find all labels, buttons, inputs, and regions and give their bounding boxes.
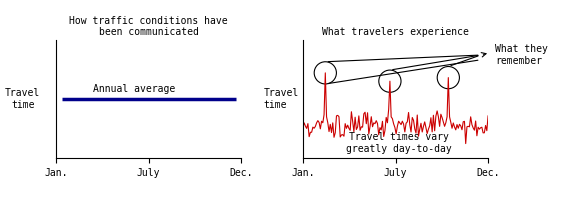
Title: What travelers experience: What travelers experience [322,28,469,37]
Title: How traffic conditions have
been communicated: How traffic conditions have been communi… [70,16,228,37]
Text: Annual average: Annual average [93,84,175,94]
Text: Travel
time: Travel time [5,88,40,110]
Text: Travel times vary
greatly day-to-day: Travel times vary greatly day-to-day [346,132,452,154]
Text: What they
remember: What they remember [495,44,548,66]
Text: Travel
time: Travel time [264,88,298,110]
